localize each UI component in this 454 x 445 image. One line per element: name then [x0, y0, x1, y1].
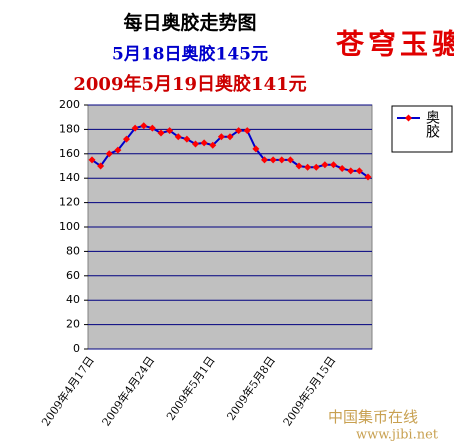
chart-title: 每日奥胶走势图 — [123, 11, 256, 34]
x-tick-label: 2009年4月17日 — [38, 353, 97, 428]
data-point — [286, 156, 294, 164]
data-point — [140, 122, 148, 130]
data-point — [312, 163, 320, 171]
x-tick-label: 2009年5月8日 — [224, 353, 278, 422]
data-point — [166, 127, 174, 135]
data-point — [252, 145, 260, 153]
subtitle: 5月18日奥胶145元 — [112, 44, 268, 65]
data-point — [114, 146, 122, 154]
watermark-url: www.jibi.net — [356, 428, 439, 443]
data-point — [269, 156, 277, 164]
y-tick-label: 140 — [59, 171, 80, 184]
y-tick-label: 180 — [59, 122, 80, 135]
y-tick-label: 20 — [66, 318, 80, 331]
data-point — [321, 161, 329, 169]
data-point — [200, 139, 208, 147]
legend-label: 奥胶 — [424, 109, 440, 139]
data-point — [295, 162, 303, 170]
data-point — [131, 124, 139, 132]
data-point — [338, 164, 346, 172]
data-point — [88, 156, 96, 164]
y-tick-label: 60 — [66, 269, 80, 282]
x-tick-label: 2009年4月24日 — [99, 353, 158, 428]
data-point — [192, 140, 199, 148]
y-tick-label: 40 — [66, 293, 80, 306]
data-point — [209, 141, 217, 149]
y-tick-label: 160 — [59, 147, 80, 160]
data-point — [330, 161, 337, 169]
data-point — [105, 150, 113, 158]
data-point — [364, 173, 372, 181]
y-tick-label: 120 — [59, 196, 80, 209]
y-tick-label: 100 — [59, 220, 80, 233]
data-point — [157, 129, 165, 137]
watermark-name: 中国集币在线 — [328, 408, 418, 426]
data-point — [355, 167, 363, 175]
data-point — [183, 135, 191, 143]
data-point — [226, 133, 234, 141]
legend-box — [391, 105, 453, 153]
data-point — [243, 127, 251, 135]
data-point — [97, 162, 105, 170]
data-point — [261, 156, 268, 164]
data-point — [347, 167, 355, 175]
legend-marker — [405, 114, 412, 122]
data-point — [174, 133, 182, 141]
data-point — [123, 135, 130, 143]
y-tick-label: 200 — [59, 98, 80, 111]
data-point — [217, 133, 225, 141]
data-point — [235, 127, 243, 135]
x-tick-label: 2009年5月1日 — [163, 353, 217, 422]
subtitle: 2009年5月19日奥胶141元 — [73, 73, 306, 95]
y-tick-label: 0 — [73, 342, 80, 355]
data-point — [148, 124, 156, 132]
logo: 苍穹玉骢 — [335, 28, 454, 61]
y-tick-label: 80 — [66, 244, 80, 257]
data-point — [304, 163, 312, 171]
data-point — [278, 156, 286, 164]
